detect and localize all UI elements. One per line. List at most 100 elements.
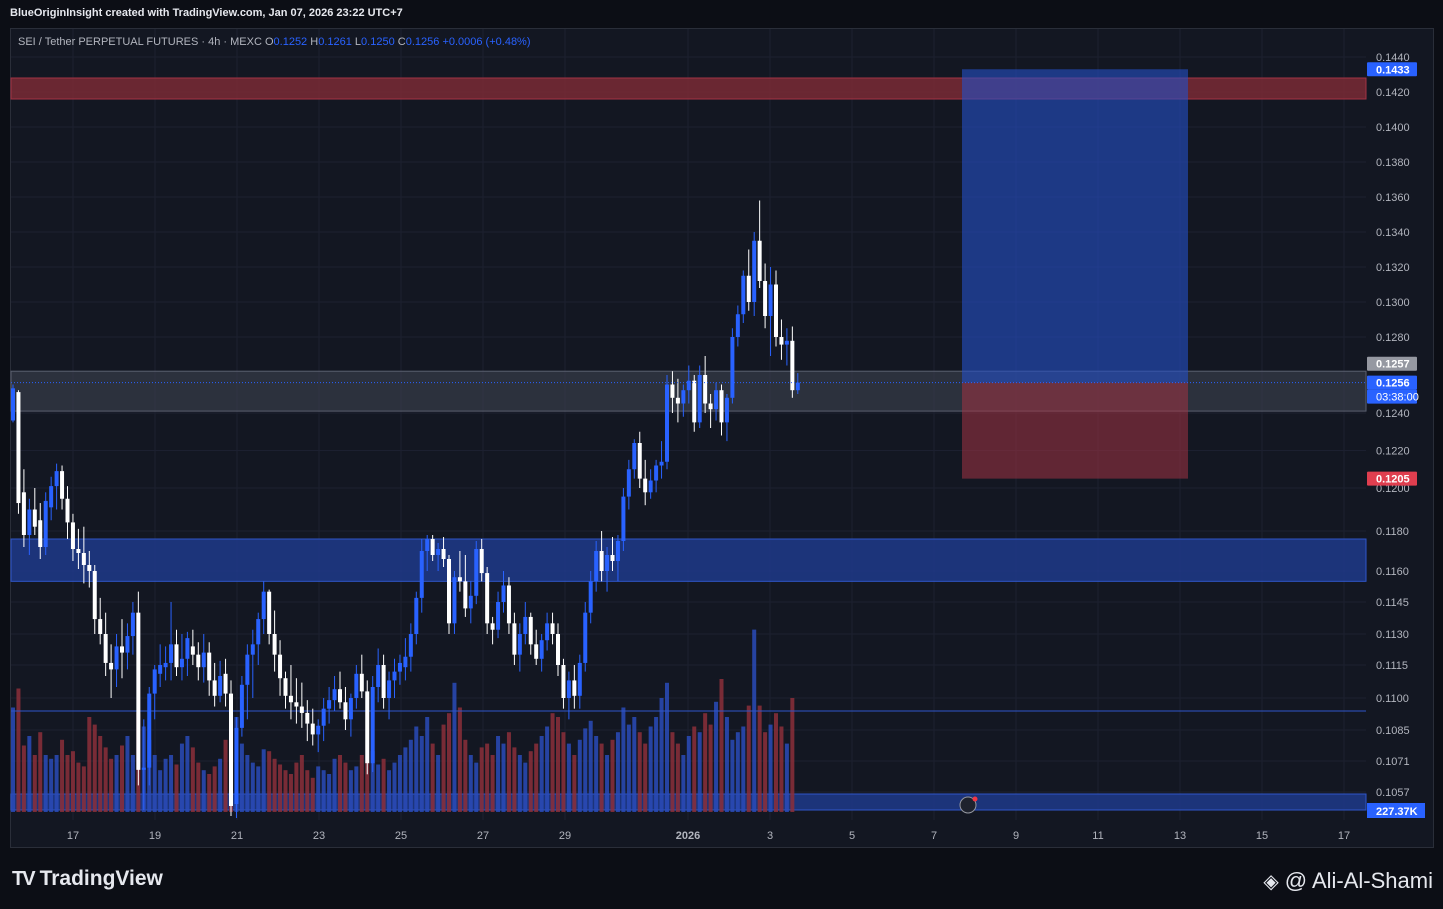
- candle: [125, 623, 130, 670]
- volume-bar: [125, 736, 130, 812]
- time-tick-label: 17: [67, 830, 79, 842]
- volume-bar: [87, 717, 92, 812]
- volume-bar: [316, 766, 321, 812]
- volume-bar: [114, 755, 119, 812]
- candle-body: [436, 549, 441, 555]
- price-tick-label: 0.1320: [1376, 262, 1410, 274]
- price-badge-label: 03:38:00: [1376, 392, 1419, 404]
- volume-bar: [577, 739, 582, 812]
- price-tick-label: 0.1130: [1376, 629, 1409, 641]
- candle-body: [594, 551, 599, 582]
- candle-body: [550, 623, 555, 634]
- candle-body: [561, 665, 566, 698]
- candle: [185, 631, 190, 676]
- candle: [229, 680, 233, 816]
- candle-body: [256, 619, 261, 645]
- candle: [763, 263, 768, 329]
- candle-body: [697, 375, 702, 423]
- tradingview-logo[interactable]: TV TradingView: [12, 867, 163, 891]
- candle-body: [724, 397, 729, 423]
- symbol-legend[interactable]: SEI / Tether PERPETUAL FUTURES · 4h · ME…: [18, 36, 531, 48]
- high-value: 0.1261: [318, 36, 352, 48]
- time-tick-label: 17: [1338, 830, 1350, 842]
- volume-bar: [376, 764, 381, 812]
- volume-bar: [436, 755, 441, 812]
- candle: [496, 591, 501, 639]
- candle-body: [327, 700, 332, 709]
- candle-body: [359, 673, 364, 692]
- candle: [719, 384, 724, 436]
- candle-body: [196, 654, 201, 668]
- candle-body: [506, 585, 511, 624]
- volume-bar: [65, 755, 70, 812]
- candle-body: [354, 673, 359, 698]
- candle: [370, 676, 375, 773]
- volume-bar: [321, 770, 326, 812]
- volume-bar: [70, 751, 75, 812]
- candle-body: [147, 693, 152, 768]
- volume-bar: [196, 762, 201, 812]
- volume-bar: [267, 751, 272, 812]
- candle: [659, 441, 664, 479]
- candle: [294, 678, 299, 724]
- price-badge-countdown: [1367, 389, 1417, 404]
- price-badge-label: 0.1433: [1376, 64, 1410, 76]
- volume-bar: [21, 745, 26, 812]
- volume-badge-label: 227.37K: [1376, 806, 1418, 818]
- candle: [397, 654, 402, 685]
- close-value: 0.1256: [405, 36, 440, 48]
- volume-bars: [11, 629, 795, 812]
- candle-body: [610, 555, 615, 561]
- candle-body: [87, 565, 92, 571]
- candle: [43, 492, 48, 555]
- candle-body: [60, 471, 65, 499]
- low-label: L: [354, 36, 362, 48]
- candle-body: [11, 388, 15, 421]
- candlestick-chart[interactable]: 0.1440 0.1420 0.1400 0.1380 0.1360 0.1340 0.13…: [0, 0, 1443, 850]
- candle-body: [70, 522, 75, 549]
- candle: [441, 537, 446, 567]
- candle-body: [474, 549, 479, 596]
- candle: [65, 486, 70, 539]
- price-tick-label: 0.1240: [1376, 408, 1410, 420]
- candle: [387, 671, 392, 720]
- candle-body: [218, 676, 223, 696]
- candle-body: [169, 644, 174, 663]
- candle: [605, 547, 610, 592]
- volume-bar: [16, 688, 21, 812]
- volume-bar: [605, 755, 610, 812]
- candle: [528, 612, 533, 655]
- candle-body: [365, 691, 370, 764]
- candle-body: [370, 687, 375, 764]
- volume-bar: [746, 705, 751, 812]
- candle: [594, 541, 599, 592]
- candle: [501, 571, 506, 613]
- candle-body: [479, 549, 484, 574]
- candle: [561, 658, 566, 709]
- candle: [637, 431, 642, 488]
- candle: [583, 602, 588, 672]
- candle-body: [283, 678, 288, 696]
- candle: [332, 676, 337, 711]
- candle-body: [425, 539, 430, 551]
- candle-body: [621, 496, 626, 541]
- candle: [354, 665, 359, 709]
- price-tick-label: 0.1100: [1376, 693, 1409, 705]
- price-badges: 0.1433 0.1257 0.1256 03:38:00 0.1205 227.37K: [1367, 62, 1425, 818]
- candle-body: [692, 380, 697, 423]
- volume-bar: [27, 736, 32, 812]
- candle-body: [376, 665, 381, 687]
- candle-body: [517, 634, 522, 655]
- candle-body: [768, 284, 773, 316]
- candle-body: [332, 689, 337, 701]
- candle-body: [774, 284, 778, 337]
- candle: [141, 719, 146, 810]
- candle-body: [572, 680, 577, 696]
- candle: [212, 662, 217, 707]
- candle-body: [605, 555, 610, 571]
- candle-body: [294, 702, 299, 707]
- volume-bar: [757, 705, 762, 812]
- volume-bar: [327, 774, 332, 812]
- candle-body: [566, 680, 571, 698]
- time-tick-label: 19: [149, 830, 161, 842]
